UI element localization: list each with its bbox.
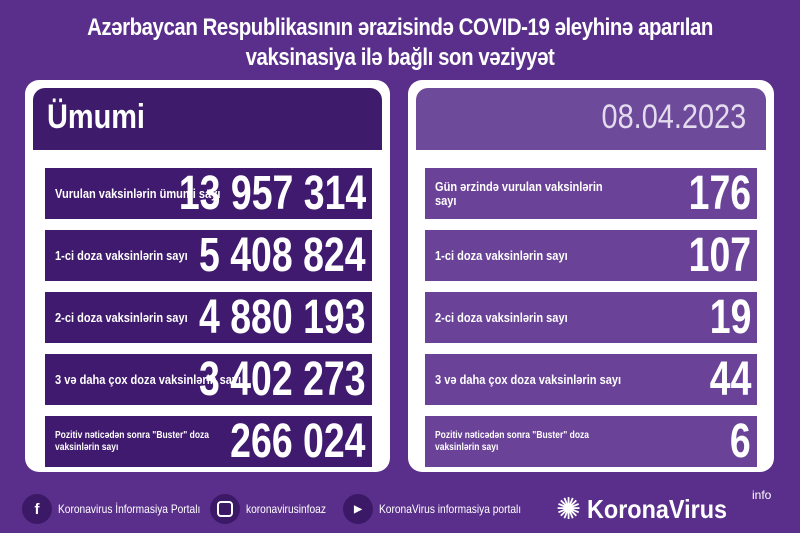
sun-virus-icon: ✺ (556, 493, 582, 526)
title-line-1: Azərbaycan Respublikasının ərazisində CO… (87, 14, 713, 41)
daily-card: 08.04.2023 Gün ərzində vurulan vaksinlər… (408, 80, 774, 472)
koronavirus-logo: ✺ KoronaVirus info (556, 488, 772, 526)
total-card: Ümumi Vurulan vaksinlərin ümumi sayı 13 9… (25, 80, 390, 472)
youtube-link[interactable]: ▶ KoronaVirus informasiya portalı (343, 494, 546, 524)
footer: f Koronavirus İnformasiya Portalı koronav… (0, 488, 800, 528)
instagram-icon (210, 494, 240, 524)
stat-row: 2-ci doza vaksinlərin sayı 4 880 193 (45, 291, 372, 344)
stat-row: Vurulan vaksinlərin ümumi sayı 13 957 314 (45, 167, 372, 220)
stat-row: Gün ərzində vurulan vaksinlərin sayı 176 (425, 167, 757, 220)
date-header: 08.04.2023 (416, 88, 766, 150)
stat-row: Pozitiv nəticədən sonra "Buster" doza va… (45, 415, 372, 468)
facebook-link[interactable]: f Koronavirus İnformasiya Portalı (22, 494, 225, 524)
stat-row: 3 və daha çox doza vaksinlərin sayı 44 (425, 353, 757, 406)
facebook-icon: f (22, 494, 52, 524)
instagram-link[interactable]: koronavirusinfoaz (210, 494, 340, 524)
youtube-icon: ▶ (343, 494, 373, 524)
stat-row: Pozitiv nəticədən sonra "Buster" doza va… (425, 415, 757, 468)
total-header: Ümumi (33, 88, 382, 150)
stat-row: 1-ci doza vaksinlərin sayı 5 408 824 (45, 229, 372, 282)
stat-row: 2-ci doza vaksinlərin sayı 19 (425, 291, 757, 344)
title-line-2: vaksinasiya ilə bağlı son vəziyyət (245, 44, 555, 71)
stat-row: 3 və daha çox doza vaksinlərin sayı 3 402… (45, 353, 372, 406)
stat-row: 1-ci doza vaksinlərin sayı 107 (425, 229, 757, 282)
